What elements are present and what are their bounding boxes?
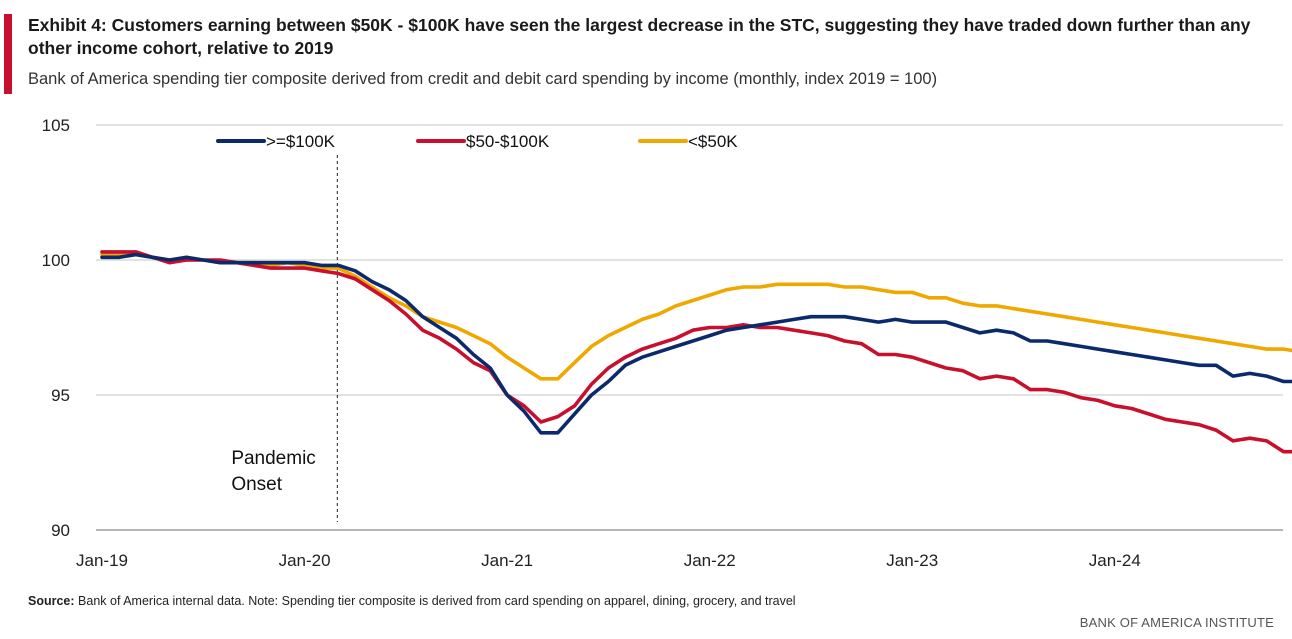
chart-subtitle: Bank of America spending tier composite …: [28, 70, 938, 88]
y-tick-label: 95: [51, 386, 70, 405]
brand-label: BANK OF AMERICA INSTITUTE: [1079, 615, 1274, 630]
source-label: Source:: [28, 594, 75, 608]
series-line: [100, 252, 1292, 435]
x-tick-label: Jan-22: [684, 551, 736, 570]
series-line: [100, 252, 1292, 381]
y-tick-label: 100: [42, 251, 70, 270]
annotation-label: Onset: [231, 474, 282, 495]
x-tick-label: Jan-23: [886, 551, 938, 570]
series-line: [100, 250, 1292, 454]
source-text: Bank of America internal data. Note: Spe…: [78, 594, 796, 608]
legend-label: <$50K: [688, 132, 738, 151]
legend-label: $50-$100K: [466, 132, 550, 151]
y-tick-label: 90: [51, 521, 70, 540]
accent-bar: [4, 14, 12, 94]
y-axis-ticks: 90 95 100 105: [42, 116, 70, 540]
x-tick-label: Jan-19: [76, 551, 128, 570]
source-note: Source: Bank of America internal data. N…: [28, 594, 796, 608]
legend-label: >=$100K: [266, 132, 336, 151]
series-lines: [100, 250, 1292, 454]
y-tick-label: 105: [42, 116, 70, 135]
annotation: Pandemic Onset: [231, 155, 338, 522]
legend: >=$100K $50-$100K <$50K: [216, 132, 738, 151]
grid-lines: [96, 124, 1283, 531]
x-tick-label: Jan-24: [1089, 551, 1141, 570]
x-tick-label: Jan-21: [481, 551, 533, 570]
x-tick-label: Jan-20: [279, 551, 331, 570]
annotation-label: Pandemic: [231, 448, 316, 469]
x-axis-ticks: Jan-19 Jan-20 Jan-21 Jan-22 Jan-23 Jan-24: [76, 551, 1141, 570]
chart-title: Exhibit 4: Customers earning between $50…: [28, 15, 1251, 58]
